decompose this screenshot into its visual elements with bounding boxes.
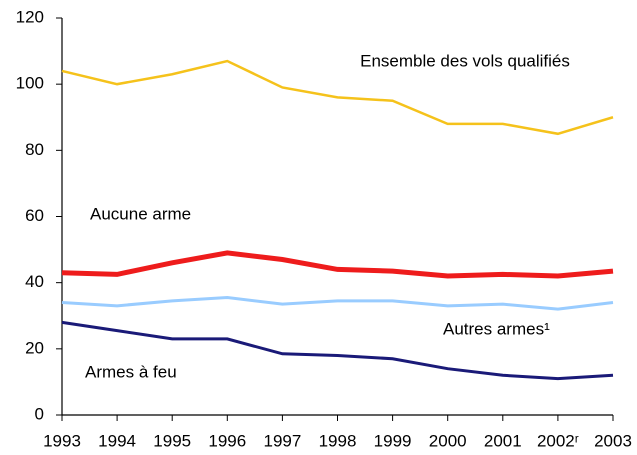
series-label: Ensemble des vols qualifiés (360, 51, 570, 70)
y-tick-label: 60 (25, 206, 44, 225)
series-line (61, 250, 614, 279)
x-tick-label: 1998 (319, 431, 357, 450)
series-line (61, 59, 614, 136)
y-tick-label: 80 (25, 140, 44, 159)
x-tick-label: 2001 (484, 431, 522, 450)
series-label: Autres armes¹ (443, 319, 550, 338)
series-label: Aucune arme (90, 204, 191, 223)
x-tick-label: 1994 (98, 431, 136, 450)
series-line (61, 296, 614, 311)
series-line (61, 320, 614, 381)
x-tick-label: 1999 (374, 431, 412, 450)
x-tick-label: 2003 (594, 431, 632, 450)
y-tick-label: 0 (35, 404, 44, 423)
x-tick-label: 1997 (263, 431, 301, 450)
x-tick-label: 2002ʳ (537, 431, 579, 450)
y-tick-label: 100 (16, 74, 44, 93)
x-tick-label: 1993 (43, 431, 81, 450)
x-tick-label: 1995 (153, 431, 191, 450)
x-tick-label: 2000 (429, 431, 467, 450)
y-tick-label: 40 (25, 272, 44, 291)
y-tick-label: 20 (25, 338, 44, 357)
y-tick-label: 120 (16, 7, 44, 26)
series-label: Armes à feu (85, 362, 177, 381)
x-tick-label: 1996 (208, 431, 246, 450)
